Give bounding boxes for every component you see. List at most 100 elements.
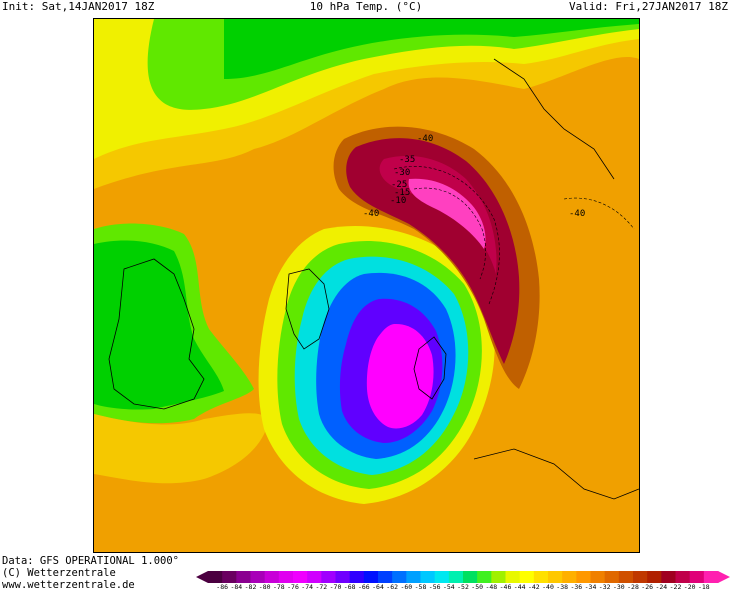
legend-tick-label: -54 [443, 583, 455, 590]
legend-arrow-right [718, 571, 730, 583]
legend-tick-label: -22 [670, 583, 682, 590]
legend-swatch [491, 571, 506, 583]
field-green-left-inner [94, 240, 224, 410]
legend-tick-label: -70 [330, 583, 342, 590]
field-light-orange-left [94, 413, 269, 484]
legend-tick-label: -72 [315, 583, 327, 590]
legend-tick-label: -44 [514, 583, 526, 590]
legend-tick-label: -28 [627, 583, 639, 590]
legend-tick-label: -80 [259, 583, 271, 590]
legend-swatch [448, 571, 464, 583]
coastline-greenland [285, 268, 330, 350]
legend-tick-label: -36 [570, 583, 582, 590]
legend-swatch [689, 571, 705, 583]
init-time: Init: Sat,14JAN2017 18Z [2, 0, 155, 13]
contour-label: -30 [394, 168, 410, 178]
contour-label: -25 [391, 180, 407, 190]
legend-tick-label: -84 [230, 583, 242, 590]
contour-label: -40 [569, 209, 585, 219]
legend-swatch [661, 571, 676, 583]
legend-swatch [675, 571, 691, 583]
legend-swatch [392, 571, 407, 583]
legend-tick-label: -48 [485, 583, 497, 590]
legend-tick-label: -68 [344, 583, 356, 590]
temperature-field: -40 -35 -30 -25 -15 -10 -40 -40 [94, 19, 639, 552]
legend-tick-label: -32 [599, 583, 611, 590]
website-url: www.wetterzentrale.de [2, 579, 135, 591]
legend-swatch [519, 571, 535, 583]
legend-swatch [618, 571, 634, 583]
contour-label: -15 [394, 188, 410, 198]
data-source: Data: GFS OPERATIONAL 1.000° [2, 555, 180, 567]
contour-label: -10 [390, 196, 406, 206]
legend-tick-label: -42 [528, 583, 540, 590]
legend-swatch [378, 571, 393, 583]
legend-tick-label: -82 [245, 583, 257, 590]
legend-swatch [505, 571, 521, 583]
legend-tick-label: -58 [415, 583, 427, 590]
legend-swatch [703, 571, 719, 583]
legend-swatch [604, 571, 620, 583]
legend-swatch [434, 571, 450, 583]
legend-swatch [562, 571, 577, 583]
legend-swatch [236, 571, 251, 583]
legend-tick-label: -74 [301, 583, 313, 590]
legend-ticks: -86 -84 -82 -80 -78 -76 -74 -72 -70 -68 -66 -64 -62-… [216, 583, 710, 590]
legend-tick-label: -62 [386, 583, 398, 590]
legend-swatch [548, 571, 563, 583]
field-green-top [224, 19, 639, 79]
field-pink [408, 178, 486, 249]
legend-tick-label: -26 [641, 583, 653, 590]
legend-swatch [335, 571, 351, 583]
legend-tick-label: -76 [287, 583, 299, 590]
coastline-eurasia [473, 448, 639, 500]
legend-arrow-left [196, 571, 208, 583]
legend-swatch [477, 571, 492, 583]
legend-swatch [590, 571, 606, 583]
contour-line [393, 166, 500, 305]
temperature-map: -40 -35 -30 -25 -15 -10 -40 -40 [93, 18, 640, 553]
color-legend [196, 571, 730, 583]
legend-tick-label: -50 [471, 583, 483, 590]
legend-swatch [307, 571, 322, 583]
legend-tick-label: -52 [457, 583, 469, 590]
legend-tick-label: -64 [372, 583, 384, 590]
legend-swatch [576, 571, 591, 583]
contour-label: -35 [399, 155, 415, 165]
legend-tick-label: -46 [500, 583, 512, 590]
legend-swatch [250, 571, 266, 583]
legend-swatch [533, 571, 549, 583]
field-magenta [366, 323, 434, 429]
legend-swatch [222, 571, 237, 583]
legend-tick-label: -18 [698, 583, 710, 590]
contour-label: -40 [417, 134, 433, 144]
legend-swatch [633, 571, 648, 583]
legend-tick-label: -20 [684, 583, 696, 590]
coastline-siberia [493, 58, 615, 180]
legend-swatch [363, 571, 379, 583]
legend-swatch [278, 571, 294, 583]
legend-swatch [293, 571, 308, 583]
legend-tick-label: -86 [216, 583, 228, 590]
coastline-north-america [108, 258, 205, 410]
legend-tick-label: -38 [556, 583, 568, 590]
contour-line [413, 187, 486, 280]
legend-tick-label: -56 [429, 583, 441, 590]
legend-swatch [647, 571, 662, 583]
legend-swatch [264, 571, 280, 583]
legend-tick-label: -40 [542, 583, 554, 590]
coastline-scandinavia [413, 336, 447, 400]
legend-swatch [463, 571, 478, 583]
legend-tick-label: -34 [585, 583, 597, 590]
legend-tick-label: -60 [400, 583, 412, 590]
legend-tick-label: -24 [655, 583, 667, 590]
legend-swatch [420, 571, 436, 583]
map-title: 10 hPa Temp. (°C) [309, 0, 423, 13]
contour-label: -40 [363, 209, 379, 219]
legend-swatch [349, 571, 365, 583]
copyright: (C) Wetterzentrale [2, 567, 116, 579]
legend-swatch [208, 571, 223, 583]
legend-swatch [406, 571, 421, 583]
legend-swatch [321, 571, 336, 583]
contour-line [563, 197, 635, 230]
